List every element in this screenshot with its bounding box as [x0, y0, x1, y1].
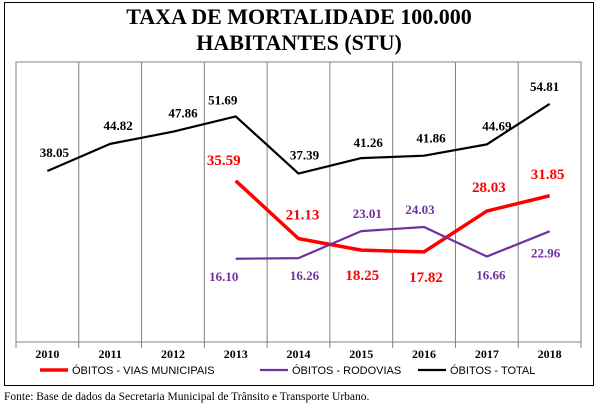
- data-label: 38.05: [40, 145, 70, 160]
- data-label: 16.10: [209, 269, 238, 284]
- legend-label: ÓBITOS - VIAS MUNICIPAIS: [72, 364, 215, 377]
- data-label: 41.86: [416, 131, 446, 146]
- x-tick-label: 2014: [287, 347, 311, 361]
- x-tick-label: 2012: [161, 347, 185, 361]
- data-label: 22.96: [531, 245, 561, 260]
- x-tick-label: 2011: [98, 347, 121, 361]
- data-label: 21.13: [286, 208, 320, 224]
- data-label: 28.03: [472, 180, 506, 196]
- data-label: 44.69: [482, 118, 512, 133]
- chart-title: TAXA DE MORTALIDADE 100.000 HABITANTES (…: [4, 4, 594, 56]
- x-tick-label: 2018: [538, 347, 562, 361]
- series-line-3: [46, 102, 551, 175]
- chart-frame: [4, 2, 594, 386]
- data-label: 17.82: [409, 270, 443, 286]
- data-label: 47.86: [168, 106, 198, 121]
- data-label: 18.25: [345, 268, 379, 284]
- data-label: 31.85: [531, 167, 565, 183]
- data-label: 35.59: [207, 153, 241, 169]
- data-label: 24.03: [405, 202, 435, 217]
- legend-label: ÓBITOS - RODOVIAS: [292, 364, 401, 377]
- data-label: 44.82: [104, 118, 133, 133]
- data-label: 41.26: [354, 135, 384, 150]
- x-tick-label: 2015: [349, 347, 373, 361]
- legend-label: ÓBITOS - TOTAL: [450, 364, 535, 377]
- x-tick-label: 2013: [224, 347, 248, 361]
- data-label: 23.01: [353, 206, 382, 221]
- series-line-1: [234, 179, 551, 254]
- series-line-2: [235, 225, 551, 260]
- data-label: 37.39: [290, 148, 320, 163]
- data-label: 51.69: [208, 92, 238, 107]
- chart-title-line-1: TAXA DE MORTALIDADE 100.000: [126, 4, 472, 29]
- data-label: 16.26: [290, 268, 320, 283]
- source-note: Fonte: Base de dados da Secretaria Munic…: [4, 391, 370, 403]
- data-label: 54.81: [530, 79, 559, 94]
- x-tick-label: 2010: [35, 347, 59, 361]
- plot-area: [15, 61, 582, 343]
- chart-title-line-2: HABITANTES (STU): [196, 30, 402, 55]
- data-label: 16.66: [476, 268, 506, 283]
- x-tick-label: 2017: [475, 347, 499, 361]
- line-chart: 2010 2011 2012 2013 2014 2015 2016 2017 2018 35.5…: [15, 61, 582, 377]
- x-tick-label: 2016: [412, 347, 436, 361]
